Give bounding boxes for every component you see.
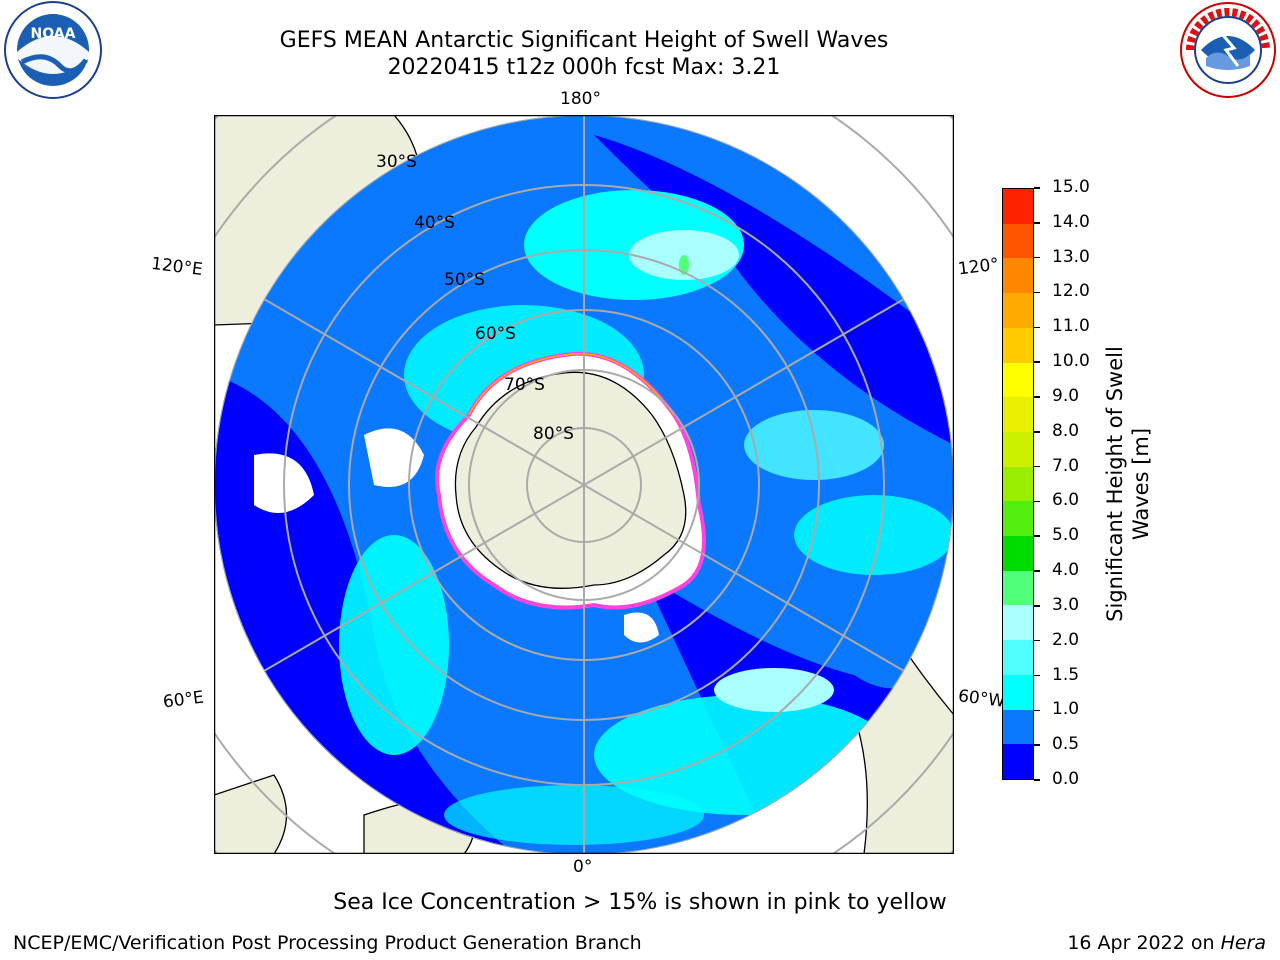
sea-ice-note: Sea Ice Concentration > 15% is shown in …	[333, 890, 947, 915]
colorbar-tick-label: 8.0	[1052, 420, 1080, 441]
colorbar-tick-mark	[1034, 361, 1040, 363]
colorbar-tick-mark	[1034, 431, 1040, 433]
colorbar-tick-mark	[1034, 605, 1040, 607]
colorbar-tick-mark	[1034, 187, 1040, 189]
colorbar-segments	[1003, 189, 1033, 779]
colorbar-tick-mark	[1034, 639, 1040, 642]
colorbar-tick-mark	[1034, 500, 1040, 503]
colorbar-segment	[1003, 466, 1033, 502]
colorbar-tick-label: 1.0	[1052, 699, 1080, 720]
colorbar-segment	[1003, 536, 1033, 571]
colorbar-tick-label: 15.0	[1052, 177, 1090, 197]
colorbar-tick-label: 14.0	[1052, 211, 1090, 232]
colorbar-tick-label: 9.0	[1052, 385, 1080, 406]
chart-title: GEFS MEAN Antarctic Significant Height o…	[279, 28, 889, 53]
footer-date-text: 16 Apr 2022 on	[1067, 932, 1221, 954]
colorbar-tick-label: 1.5	[1052, 664, 1080, 685]
colorbar	[1002, 188, 1034, 780]
colorbar-tick-label: 5.0	[1052, 525, 1080, 546]
colorbar-tick-label: 6.0	[1052, 490, 1080, 511]
chart-subtitle: 20220415 t12z 000h fcst Max: 3.21	[387, 55, 781, 80]
colorbar-tick-mark	[1034, 291, 1040, 294]
colorbar-segment	[1003, 709, 1033, 745]
colorbar-tick-mark	[1034, 674, 1040, 677]
national-weather-service-logo-icon	[1180, 2, 1276, 98]
colorbar-segment	[1003, 744, 1033, 779]
colorbar-tick-mark	[1034, 535, 1040, 537]
antarctic-swell-map	[214, 115, 954, 854]
colorbar-tick-mark	[1034, 465, 1040, 468]
colorbar-tick-label: 11.0	[1052, 316, 1090, 337]
lon-label-top: 180°	[560, 89, 601, 109]
footer-branch: NCEP/EMC/Verification Post Processing Pr…	[13, 932, 642, 954]
colorbar-segment	[1003, 674, 1033, 710]
lat-label-30s: 30°S	[376, 152, 417, 172]
colorbar-tick-label: 12.0	[1052, 281, 1090, 302]
lat-label-80s: 80°S	[533, 424, 574, 444]
colorbar-segment	[1003, 189, 1033, 224]
colorbar-tick-label: 7.0	[1052, 455, 1080, 476]
noaa-logo-text: NOAA	[31, 26, 76, 42]
colorbar-tick-mark	[1034, 326, 1040, 329]
colorbar-segment	[1003, 397, 1033, 432]
noaa-logo-icon: NOAA	[4, 1, 102, 99]
colorbar-segment	[1003, 570, 1033, 606]
lon-label-upper-right: 120°	[956, 254, 1001, 280]
colorbar-segment	[1003, 362, 1033, 398]
colorbar-label-line1: Significant Height of Swell	[1103, 346, 1127, 622]
lat-label-60s: 60°S	[475, 324, 516, 344]
lon-label-lower-left: 60°E	[161, 687, 205, 713]
colorbar-tick-mark	[1034, 744, 1040, 746]
colorbar-segment	[1003, 223, 1033, 259]
colorbar-tick-mark	[1034, 570, 1040, 572]
footer-date: 16 Apr 2022 on Hera	[1067, 932, 1266, 954]
colorbar-segment	[1003, 258, 1033, 294]
colorbar-segment	[1003, 431, 1033, 467]
colorbar-segment	[1003, 605, 1033, 641]
colorbar-segment	[1003, 327, 1033, 363]
lon-label-bottom: 0°	[573, 857, 593, 877]
colorbar-tick-label: 4.0	[1052, 560, 1080, 581]
lat-label-70s: 70°S	[504, 375, 545, 395]
colorbar-tick-label: 13.0	[1052, 246, 1090, 267]
land-antarctica	[454, 371, 687, 589]
colorbar-tick-mark	[1034, 396, 1040, 398]
colorbar-tick-label: 0.0	[1052, 769, 1080, 789]
colorbar-ticks: 0.0 0.5 1.0 1.5 2.0 3.0 4.0 5.0 6.0 7.0 8.0 9.0 10.0…	[1034, 177, 1104, 789]
nws-logo	[1176, 0, 1280, 100]
footer-machine: Hera	[1220, 932, 1266, 954]
colorbar-segment	[1003, 293, 1033, 328]
noaa-logo: NOAA	[0, 0, 106, 100]
colorbar-tick-label: 2.0	[1052, 629, 1080, 650]
colorbar-tick-mark	[1034, 779, 1040, 781]
colorbar-tick-mark	[1034, 256, 1040, 259]
colorbar-tick-mark	[1034, 222, 1040, 224]
colorbar-tick-label: 3.0	[1052, 594, 1080, 615]
colorbar-segment	[1003, 640, 1033, 675]
colorbar-tick-label: 10.0	[1052, 351, 1090, 372]
lon-label-lower-right: 60°W	[956, 686, 1006, 712]
colorbar-tick-mark	[1034, 709, 1040, 712]
lat-label-40s: 40°S	[414, 213, 455, 233]
colorbar-tick-label: 0.5	[1052, 734, 1080, 755]
lon-label-upper-left: 120°E	[149, 253, 204, 281]
lat-label-50s: 50°S	[444, 270, 485, 290]
colorbar-label-line2: Waves [m]	[1129, 427, 1153, 541]
colorbar-segment	[1003, 501, 1033, 537]
